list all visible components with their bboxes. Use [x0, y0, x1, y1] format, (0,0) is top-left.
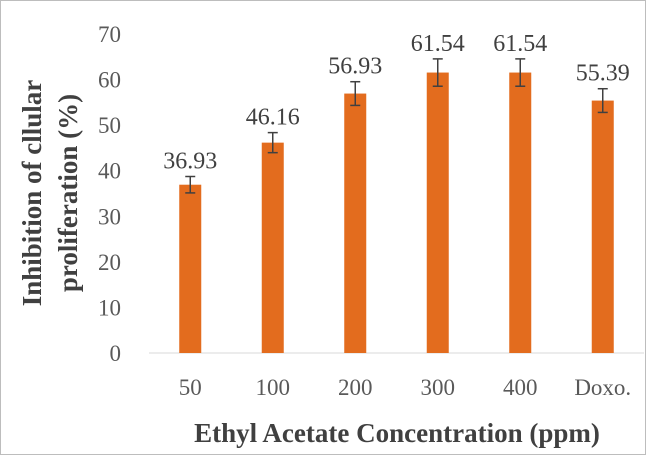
data-label: 61.54 [411, 31, 465, 57]
y-tick-label: 10 [98, 295, 121, 320]
data-label: 56.93 [328, 54, 382, 80]
error-bar [267, 131, 278, 154]
y-axis-ticks: 0 10 20 30 40 50 60 70 [98, 22, 121, 366]
y-tick-label: 60 [98, 68, 121, 93]
x-tick-label: Doxo. [574, 375, 631, 400]
data-label: 55.39 [576, 61, 630, 87]
y-tick-label: 0 [110, 341, 122, 366]
y-axis-title-line-2: proliferation (%) [53, 94, 83, 292]
x-tick-label: 200 [338, 375, 373, 400]
error-bar [350, 80, 361, 107]
y-tick-label: 70 [98, 22, 121, 47]
x-tick-label: 50 [179, 375, 202, 400]
bar [179, 184, 202, 353]
y-axis-title-line-1: Inhibition of cllular [17, 80, 47, 307]
error-bar [515, 58, 526, 87]
error-bar [597, 87, 608, 114]
bar [426, 72, 449, 353]
bar [261, 142, 284, 353]
error-bar [432, 58, 443, 87]
y-tick-label: 50 [98, 113, 121, 138]
x-axis-ticks: 50 100 200 300 400 Doxo. [179, 375, 631, 400]
bar [591, 100, 614, 353]
bar [344, 93, 367, 353]
bars: 36.93 46.16 56.93 61.54 61.54 55.39 [163, 31, 630, 353]
data-label: 61.54 [493, 31, 547, 57]
x-tick-label: 400 [503, 375, 538, 400]
error-bar [185, 175, 196, 194]
y-tick-label: 20 [98, 250, 121, 275]
x-tick-label: 100 [256, 375, 291, 400]
data-label: 36.93 [163, 149, 217, 175]
data-label: 46.16 [246, 105, 300, 131]
y-tick-label: 30 [98, 204, 121, 229]
x-tick-label: 300 [421, 375, 456, 400]
x-axis-title: Ethyl Acetate Concentration (ppm) [194, 418, 600, 448]
bar [509, 72, 532, 353]
y-tick-label: 40 [98, 159, 121, 184]
